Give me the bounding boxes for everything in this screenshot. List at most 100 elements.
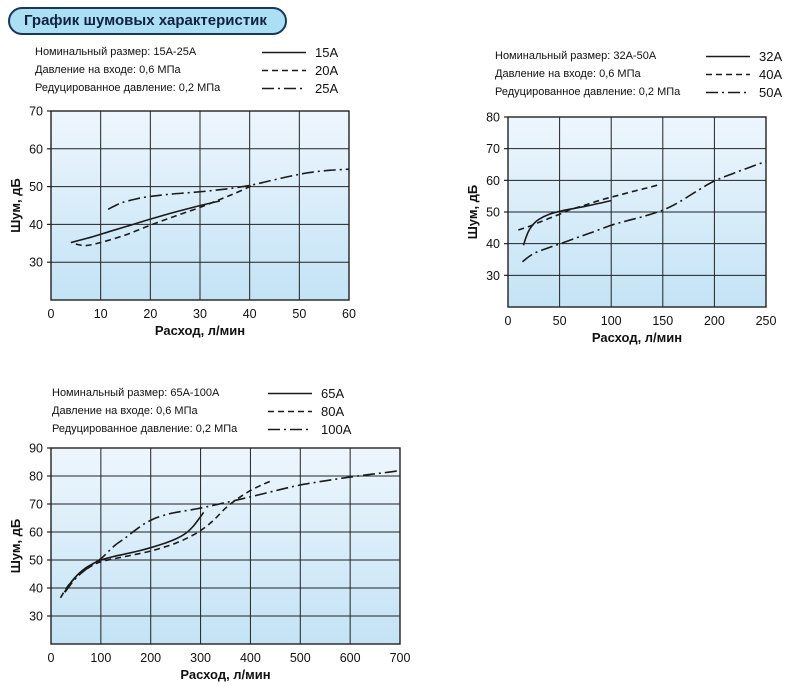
legend-key-row: 100А [268,420,351,438]
x-tick-label: 700 [390,651,411,665]
series-line-25А [107,168,350,211]
legend-line-sample-dashed [268,410,312,412]
x-axis-label: Расход, л/мин [180,667,270,682]
y-tick-label: 50 [486,206,500,220]
legend-info-line: Номинальный размер: 15А-25А [35,46,197,58]
legend-info-line: Номинальный размер: 65А-100А [52,387,220,399]
legend-key-row: 25А [262,79,338,97]
legend-info-line: Редуцированное давление: 0,2 МПа [35,82,221,94]
legend-line-sample-solid [706,55,750,57]
y-tick-label: 80 [486,111,500,125]
x-axis-label: Расход, л/мин [592,330,682,345]
y-tick-label: 30 [29,256,43,270]
legend-keys-32-50: 32А 40А 50А [706,47,782,101]
legend-key-row: 50А [706,83,782,101]
page-title: График шумовых характеристик [8,7,287,35]
legend-info-line: Давление на входе: 0,6 МПа [35,64,181,76]
x-tick-label: 300 [190,651,211,665]
y-tick-label: 70 [29,105,43,119]
y-tick-label: 70 [486,142,500,156]
page-title-text: График шумовых характеристик [24,12,267,29]
x-tick-label: 100 [90,651,111,665]
x-tick-label: 0 [48,651,55,665]
x-tick-label: 10 [94,307,108,321]
y-tick-label: 60 [486,174,500,188]
x-tick-label: 200 [704,314,725,328]
series-line-15А [70,200,221,244]
legend-info-line: Номинальный размер: 32А-50А [495,50,657,62]
legend-info-line: Редуцированное давление: 0,2 МПа [495,86,681,98]
y-tick-label: 30 [29,610,43,624]
x-tick-label: 250 [756,314,777,328]
series-line-32А [522,199,612,246]
legend-info-line: Редуцированное давление: 0,2 МПа [52,423,238,435]
y-tick-label: 60 [29,142,43,156]
legend-size-label: 100А [321,421,352,437]
series-line-20А [75,183,255,247]
plot-border [507,116,767,308]
legend-line-sample-dashdot [262,87,306,89]
plot-border [50,110,350,301]
legend-size-label: 32А [759,48,783,64]
plot-area [51,448,400,644]
legend-info-65-100: Номинальный размер: 65А-100А Давление на … [52,384,237,438]
y-tick-label: 80 [29,470,43,484]
x-tick-label: 200 [140,651,161,665]
x-tick-label: 50 [292,307,306,321]
legend-line-sample-solid [268,392,312,394]
y-tick-label: 70 [29,498,43,512]
legend-size-label: 65А [321,385,345,401]
legend-info-line: Давление на входе: 0,6 МПа [52,405,198,417]
legend-info-32-50: Номинальный размер: 32А-50А Давление на в… [495,47,680,101]
legend-key-row: 20А [262,61,338,79]
plot-border [50,447,401,645]
series-line-80А [59,479,274,599]
legend-info-line: Давление на входе: 0,6 МПа [495,68,641,80]
y-axis-label: Шум, дБ [465,185,480,240]
x-axis-label: Расход, л/мин [155,323,245,338]
x-tick-label: 0 [48,307,55,321]
legend-key-row: 32А [706,47,782,65]
legend-line-sample-dashdot [706,91,750,93]
y-tick-label: 50 [29,180,43,194]
x-tick-label: 600 [340,651,361,665]
series-line-100А [64,469,401,593]
legend-key-row: 40А [706,65,782,83]
legend-size-label: 80А [321,403,345,419]
legend-key-row: 80А [268,402,351,420]
legend-size-label: 40А [759,66,783,82]
legend-line-sample-dashdot [268,428,312,430]
y-tick-label: 40 [486,237,500,251]
y-tick-label: 90 [29,442,43,456]
x-tick-label: 100 [601,314,622,328]
y-tick-label: 40 [29,582,43,596]
x-tick-label: 500 [290,651,311,665]
y-tick-label: 60 [29,526,43,540]
x-tick-label: 0 [505,314,512,328]
legend-key-row: 15А [262,43,338,61]
x-tick-label: 50 [553,314,567,328]
series-line-50А [521,160,767,263]
noise-chart-65-100: 0 100 200 300 400 500 600 700 30 40 50 60 70 80 90 Расх… [8,442,411,683]
legend-line-sample-dashed [706,73,750,75]
series-line-65А [63,511,205,593]
x-tick-label: 40 [243,307,257,321]
x-tick-label: 60 [342,307,356,321]
y-axis-label: Шум, дБ [8,178,23,233]
legend-keys-65-100: 65А 80А 100А [268,384,351,438]
y-tick-label: 40 [29,218,43,232]
legend-line-sample-dashed [262,69,306,71]
y-tick-label: 50 [29,554,43,568]
series-line-40А [518,183,661,231]
legend-line-sample-solid [262,51,306,53]
x-tick-label: 150 [652,314,673,328]
noise-chart-32-50: 0 50 100 150 200 250 30 40 50 60 70 80 Расход, л/мин… [465,111,777,346]
legend-info-15-25: Номинальный размер: 15А-25А Давление на в… [35,43,220,97]
legend-size-label: 25А [315,80,339,96]
legend-keys-15-25: 15А 20А 25А [262,43,338,97]
y-axis-label: Шум, дБ [8,519,23,574]
noise-chart-15-25: 0 10 20 30 40 50 60 30 40 50 60 70 Расход, л/мин Шум,… [8,105,356,339]
legend-size-label: 15А [315,44,339,60]
legend-size-label: 20А [315,62,339,78]
x-tick-label: 20 [143,307,157,321]
